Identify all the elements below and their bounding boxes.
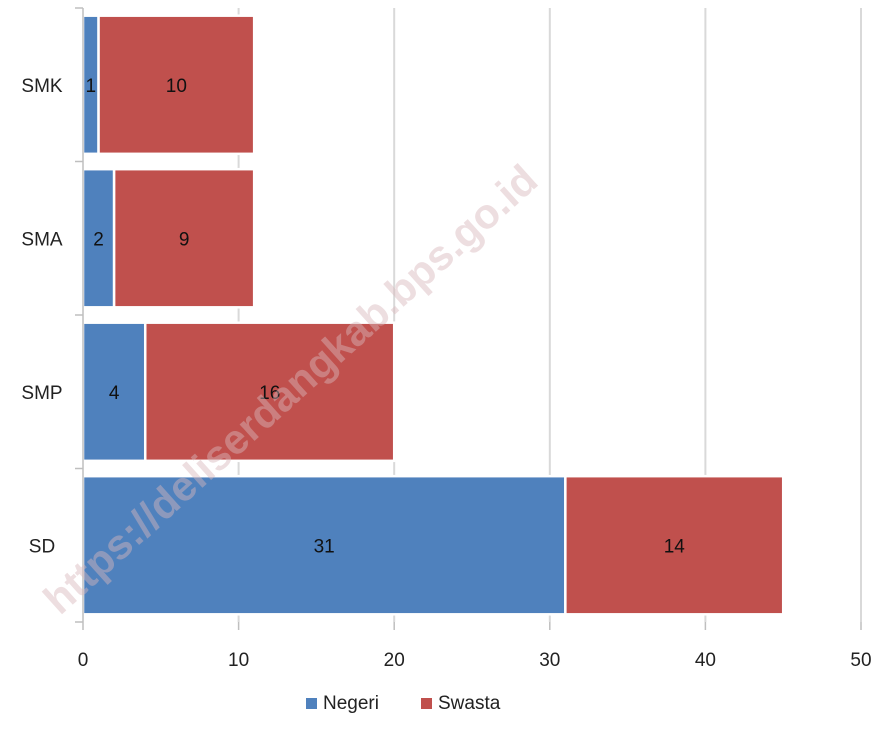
category-label: SD: [29, 536, 55, 557]
data-label: 31: [314, 536, 335, 557]
x-tick-label: 40: [695, 650, 716, 671]
data-label: 10: [166, 76, 187, 97]
bar: [81, 167, 116, 309]
x-tick-label: 50: [850, 650, 871, 671]
data-label: 16: [259, 383, 280, 404]
x-tick-label: 10: [228, 650, 249, 671]
legend-swatch: [421, 698, 432, 709]
axis-layer: 0 10 20 30 40 50 SMK SMA SMP SD: [21, 7, 872, 671]
data-label: 14: [664, 536, 686, 557]
x-tick-label: 30: [539, 650, 560, 671]
category-label: SMK: [21, 76, 63, 97]
bar-layer: [81, 14, 785, 616]
x-tick-label: 20: [384, 650, 405, 671]
data-label: 2: [93, 229, 104, 250]
x-tick-label: 0: [78, 650, 89, 671]
legend-label: Swasta: [438, 693, 501, 714]
data-label: 1: [85, 76, 96, 97]
category-label: SMP: [21, 383, 62, 404]
legend-swatch: [306, 698, 317, 709]
legend: Negeri Swasta: [306, 693, 501, 714]
data-label: 9: [179, 229, 190, 250]
legend-label: Negeri: [323, 693, 379, 714]
bar: [564, 474, 785, 616]
data-label: 4: [109, 383, 120, 404]
bar: [81, 474, 567, 616]
bar: [112, 167, 256, 309]
bar: [143, 321, 396, 463]
bar: [97, 14, 256, 156]
category-label: SMA: [21, 229, 63, 250]
label-layer: 1 10 2 9 4 16 31 14: [85, 76, 685, 558]
